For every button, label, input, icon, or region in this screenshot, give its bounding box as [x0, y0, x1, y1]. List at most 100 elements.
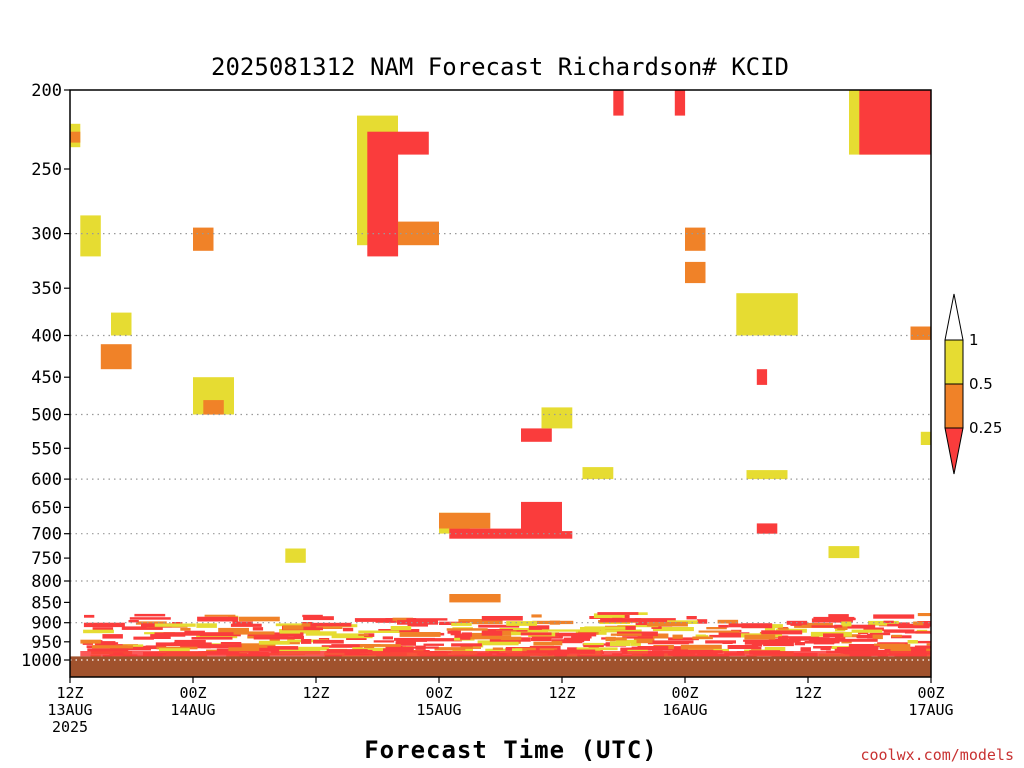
ri-near-surface-cell [305, 631, 337, 636]
x-tick-label: 2025 [52, 718, 88, 736]
ri-near-surface-cell [531, 636, 563, 639]
ri-near-surface-cell [698, 635, 709, 638]
ri-near-surface-cell [447, 630, 458, 634]
ri-near-surface-cell [451, 643, 482, 647]
ri-near-surface-cell [741, 623, 773, 629]
ri-region [920, 431, 931, 445]
ri-near-surface-cell [527, 629, 548, 633]
legend-label: 0.25 [969, 419, 1002, 437]
ri-near-surface-cell [200, 644, 242, 649]
ri-near-surface-cell [392, 617, 414, 622]
ri-near-surface-cell [492, 647, 504, 650]
ri-region [685, 227, 706, 251]
ri-near-surface-cell [541, 629, 583, 632]
ri-near-surface-cell [145, 645, 167, 649]
y-tick-label: 450 [31, 368, 62, 388]
ri-near-surface-cell [836, 647, 878, 652]
ri-near-surface-cell [609, 641, 631, 646]
ri-near-surface-cell [728, 623, 750, 628]
ri-near-surface-cell [646, 621, 688, 627]
ri-near-surface-cell [814, 617, 856, 621]
ri-near-surface-cell [352, 647, 363, 651]
ri-near-surface-cell [407, 623, 428, 627]
ri-near-surface-cell [397, 646, 439, 649]
ri-region [756, 369, 768, 385]
ri-near-surface-cell [717, 619, 739, 624]
ri-near-surface-cell [883, 620, 894, 624]
ri-near-surface-cell [301, 639, 312, 644]
ri-near-surface-cell [180, 627, 191, 631]
ri-near-surface-cell [634, 618, 676, 622]
legend-label: 0.5 [969, 375, 993, 393]
ri-near-surface-cell [174, 639, 206, 642]
ri-near-surface-cell [883, 629, 915, 633]
legend-swatch [944, 383, 964, 429]
ri-region [449, 594, 501, 603]
ri-near-surface-cell [461, 632, 472, 637]
y-tick-label: 950 [31, 633, 62, 653]
ri-near-surface-cell [597, 612, 639, 615]
ri-near-surface-cell [506, 621, 537, 626]
ri-near-surface-cell [907, 640, 918, 644]
ri-near-surface-cell [228, 647, 260, 652]
ri-near-surface-cell [751, 642, 763, 647]
ri-region [910, 326, 931, 340]
y-tick-label: 850 [31, 593, 62, 613]
ri-region [70, 131, 81, 143]
x-tick-label: 14AUG [170, 701, 215, 719]
ri-region [439, 512, 491, 529]
ri-near-surface-cell [588, 645, 599, 649]
ri-near-surface-cell [579, 638, 590, 641]
ri-near-surface-cell [199, 632, 241, 637]
gridlines [70, 233, 931, 661]
ri-near-surface-cell [552, 640, 563, 646]
ri-near-surface-cell [446, 628, 488, 631]
ri-near-surface-cell [897, 625, 929, 628]
ri-near-surface-cell [584, 626, 626, 630]
y-tick-label: 750 [31, 549, 62, 569]
ri-near-surface-cell [834, 624, 876, 629]
ground-below-surface [70, 656, 931, 677]
ri-near-surface-cell [154, 632, 186, 637]
ri-region [521, 531, 573, 539]
plot-frame [69, 89, 932, 678]
x-tick-label: 00Z [179, 684, 206, 702]
ri-near-surface-cell [867, 633, 878, 639]
y-tick-label: 600 [31, 470, 62, 490]
ri-near-surface-cell [394, 637, 435, 641]
ri-region [736, 293, 798, 336]
ri-near-surface-cell [841, 621, 852, 627]
y-axis: 200 250 300 350 400 450 500 550 600 650 700 750 8008… [21, 81, 70, 671]
ri-region [685, 261, 706, 284]
ri-near-surface-cell [904, 631, 931, 634]
ri-near-surface-cell [420, 638, 462, 642]
ri-near-surface-cell [926, 643, 931, 646]
ri-near-surface-cell [872, 634, 883, 640]
ri-near-surface-cell [672, 634, 683, 639]
ri-near-surface-cell [828, 614, 849, 619]
ri-near-surface-cell [794, 642, 805, 646]
ri-near-surface-cell [326, 649, 368, 653]
ri-near-surface-cell [375, 620, 396, 623]
ri-near-surface-cell [744, 634, 776, 640]
y-tick-label: 900 [31, 614, 62, 634]
ri-region [859, 90, 931, 155]
ri-near-surface-cell [528, 625, 550, 630]
ri-near-surface-cell [622, 636, 653, 639]
ri-near-surface-cell [204, 614, 236, 617]
plot-area [70, 90, 931, 677]
x-tick-label: 00Z [917, 684, 944, 702]
ri-near-surface-cell [778, 627, 789, 630]
legend-swatch-lt025 [944, 427, 964, 475]
ri-near-surface-cell [576, 647, 618, 651]
ri-region [746, 470, 788, 480]
y-tick-label: 350 [31, 279, 62, 299]
ri-near-surface-cell [156, 646, 198, 650]
x-tick-label: 16AUG [662, 701, 707, 719]
credit-text: coolwx.com/models [860, 746, 1014, 764]
ri-near-surface-cell [718, 624, 729, 628]
ri-region [521, 428, 552, 442]
ri-surface-band [80, 651, 931, 657]
ri-near-surface-cell [858, 632, 869, 635]
